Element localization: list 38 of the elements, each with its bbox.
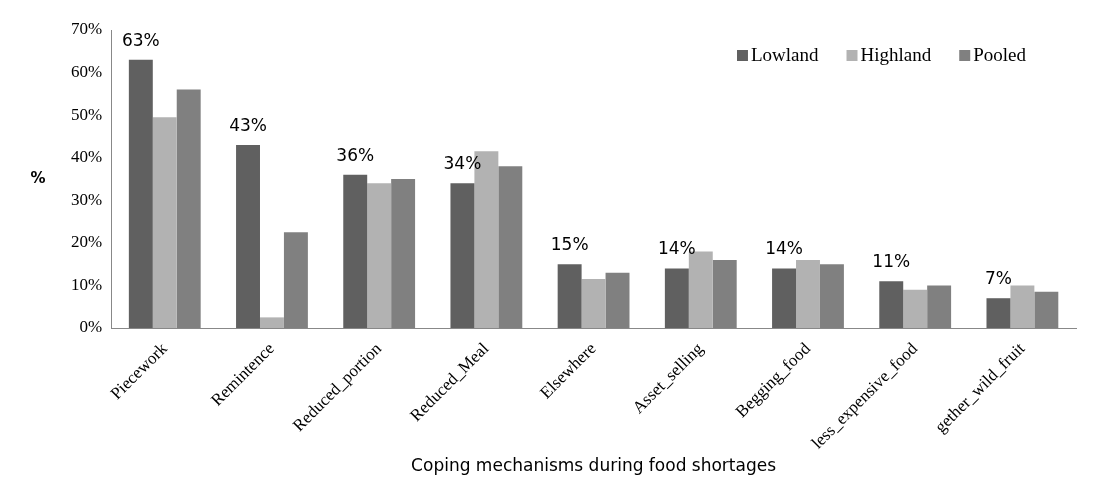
y-tick-label: 50% bbox=[70, 104, 103, 124]
y-tick-label: 10% bbox=[70, 274, 103, 294]
bar bbox=[879, 281, 904, 329]
y-tick-label: 60% bbox=[70, 62, 103, 82]
bar bbox=[903, 289, 928, 329]
bar bbox=[450, 183, 475, 329]
bar bbox=[343, 174, 368, 329]
bar bbox=[152, 117, 177, 329]
bar bbox=[664, 268, 689, 329]
bar bbox=[1010, 285, 1035, 329]
data-label: 15% bbox=[550, 234, 589, 255]
bar bbox=[986, 298, 1011, 329]
y-tick-label: 20% bbox=[70, 232, 103, 252]
y-tick-label: 30% bbox=[70, 189, 103, 209]
bar bbox=[236, 144, 260, 329]
data-label: 43% bbox=[229, 114, 267, 135]
legend-label: Highland bbox=[860, 43, 932, 65]
bar bbox=[367, 183, 392, 329]
y-tick-label: 0% bbox=[79, 317, 103, 337]
legend-label: Lowland bbox=[750, 43, 820, 65]
data-label: 34% bbox=[443, 153, 482, 174]
bar bbox=[260, 317, 284, 329]
data-label: 36% bbox=[336, 144, 375, 165]
data-label: 14% bbox=[657, 238, 696, 259]
bar bbox=[557, 264, 582, 329]
data-label: 7% bbox=[984, 268, 1012, 289]
bar bbox=[772, 268, 797, 329]
bar bbox=[796, 259, 820, 329]
data-label: 63% bbox=[121, 29, 160, 50]
y-tick-label: 40% bbox=[70, 147, 103, 167]
bar bbox=[128, 59, 153, 329]
bar bbox=[581, 279, 606, 329]
data-label: 14% bbox=[765, 238, 803, 259]
x-axis-title: Coping mechanisms during food shortages bbox=[411, 455, 777, 476]
y-axis-title: % bbox=[30, 168, 46, 187]
y-tick-label: 70% bbox=[70, 19, 103, 39]
legend-label: Pooled bbox=[973, 43, 1027, 65]
data-label: 11% bbox=[872, 251, 911, 272]
